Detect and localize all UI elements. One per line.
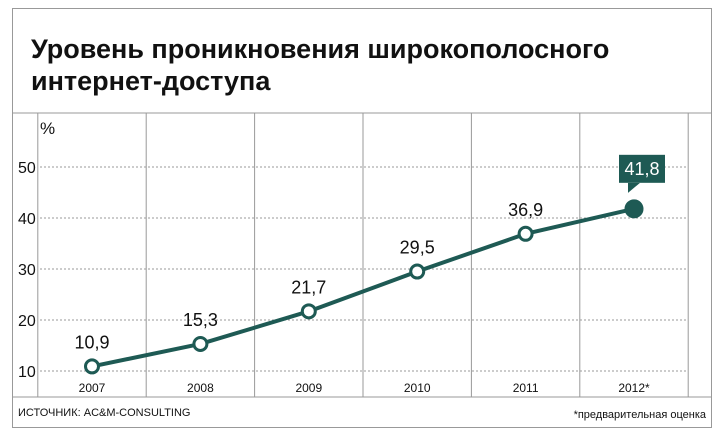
data-label: 29,5: [400, 238, 435, 258]
data-label: 36,9: [508, 200, 543, 220]
data-point: [192, 335, 209, 352]
data-label-highlighted: 41,8: [624, 159, 659, 179]
title-block: Уровень проникновения широкополосного ин…: [31, 34, 609, 96]
chart-title-line-1: Уровень проникновения широкополосного: [31, 34, 609, 64]
data-point-highlighted: [624, 199, 644, 219]
y-axis-label: %: [40, 119, 55, 138]
y-tick-labels: 10 20 30 40 50: [18, 160, 36, 381]
series-layer: [84, 199, 644, 375]
y-tick-label: 20: [18, 313, 36, 330]
data-label-layer: 10,9 15,3 21,7 29,5 36,9 41,8: [74, 154, 665, 352]
footnote: *предварительная оценка: [574, 409, 707, 421]
x-tick-labels: 2007 2008 2009 2010 2011 2012*: [79, 381, 650, 395]
x-tick-label: 2012*: [618, 381, 650, 395]
data-label: 15,3: [183, 310, 218, 330]
source-note: ИСТОЧНИК: AC&M-CONSULTING: [18, 407, 190, 419]
y-tick-label: 50: [18, 160, 36, 177]
grid-layer: [12, 112, 712, 398]
highlight-label-pointer: [628, 182, 640, 193]
x-tick-label: 2008: [187, 381, 214, 395]
y-tick-label: 30: [18, 262, 36, 279]
x-tick-label: 2009: [295, 381, 322, 395]
data-point: [84, 358, 100, 375]
highlight-label-box: [619, 154, 665, 183]
chart-title-line-2: интернет-доступа: [31, 66, 271, 96]
series-line: [91, 206, 635, 369]
x-tick-label: 2007: [79, 381, 106, 395]
x-tick-label: 2010: [404, 381, 431, 395]
x-tick-label: 2011: [513, 381, 539, 395]
data-label: 21,7: [291, 277, 326, 297]
data-label: 10,9: [74, 332, 109, 352]
y-tick-label: 40: [18, 211, 36, 228]
data-point: [517, 225, 534, 242]
data-point: [300, 303, 317, 320]
outer-frame: [12, 8, 712, 428]
data-point: [409, 263, 426, 280]
y-tick-label: 10: [18, 364, 36, 381]
